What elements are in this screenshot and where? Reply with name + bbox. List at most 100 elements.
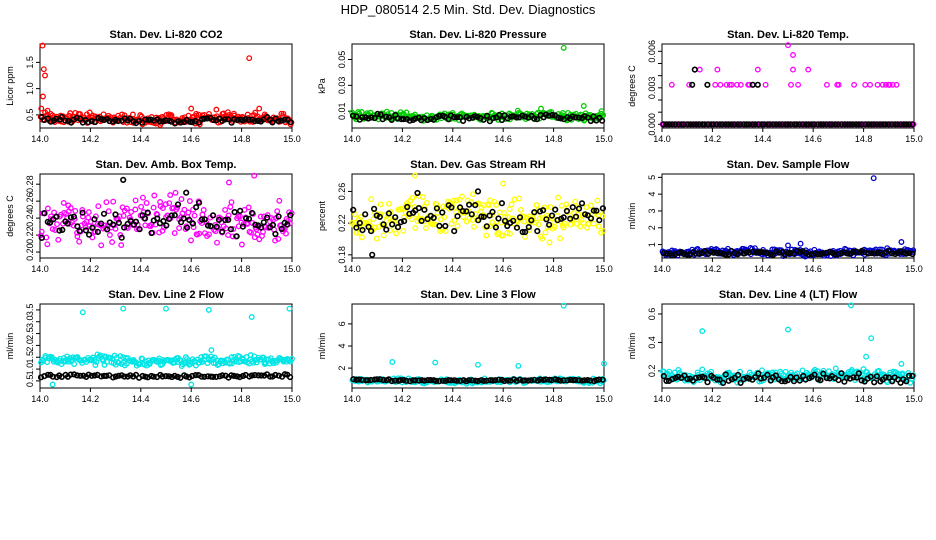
data-point bbox=[903, 121, 910, 128]
data-point bbox=[374, 110, 381, 117]
data-point bbox=[458, 193, 465, 200]
data-point bbox=[97, 115, 105, 123]
outlier-point bbox=[538, 105, 544, 112]
data-point bbox=[882, 121, 889, 128]
data-point bbox=[820, 370, 827, 377]
data-point bbox=[404, 203, 411, 211]
data-point bbox=[867, 373, 874, 380]
data-point bbox=[472, 202, 479, 209]
outlier-point bbox=[44, 107, 51, 114]
data-point bbox=[85, 119, 92, 126]
data-point bbox=[132, 197, 139, 204]
data-point bbox=[254, 117, 262, 124]
data-point bbox=[660, 250, 667, 257]
data-point bbox=[668, 252, 676, 259]
x-tick-label: 14.8 bbox=[233, 394, 251, 404]
data-point bbox=[483, 377, 490, 384]
chart-title: Stan. Dev. Line 4 (LT) Flow bbox=[719, 289, 858, 301]
data-point bbox=[219, 372, 226, 379]
data-point bbox=[439, 209, 446, 216]
data-point bbox=[731, 121, 738, 128]
y-tick-label: 3.0 bbox=[25, 315, 35, 328]
data-point bbox=[227, 360, 233, 367]
data-point bbox=[196, 199, 203, 206]
data-point bbox=[755, 121, 762, 128]
data-point bbox=[128, 209, 135, 215]
data-point bbox=[139, 119, 146, 126]
data-point bbox=[717, 81, 724, 88]
data-point bbox=[93, 358, 100, 365]
data-point bbox=[823, 121, 830, 128]
x-tick-label: 14.2 bbox=[704, 394, 722, 404]
plot-frame bbox=[39, 303, 293, 389]
data-point bbox=[536, 208, 544, 215]
data-point bbox=[160, 218, 167, 225]
data-point bbox=[666, 121, 673, 128]
data-point bbox=[189, 372, 196, 380]
x-tick-label: 14.6 bbox=[182, 134, 200, 144]
data-point bbox=[466, 201, 473, 208]
data-point bbox=[245, 204, 252, 211]
y-axis-label: ml/min bbox=[627, 203, 637, 230]
x-tick-label: 15.0 bbox=[283, 264, 301, 274]
data-point bbox=[258, 224, 265, 231]
data-point bbox=[581, 377, 588, 384]
data-point bbox=[778, 378, 785, 385]
data-point bbox=[470, 191, 476, 198]
data-point bbox=[867, 81, 874, 88]
data-point bbox=[875, 367, 882, 374]
data-point bbox=[139, 372, 146, 380]
data-point bbox=[67, 214, 74, 221]
data-point bbox=[499, 232, 506, 239]
data-point bbox=[209, 373, 217, 381]
data-point bbox=[418, 217, 425, 224]
data-point bbox=[555, 194, 562, 201]
data-point bbox=[219, 228, 226, 235]
data-point bbox=[853, 248, 860, 255]
data-point bbox=[906, 121, 913, 128]
x-tick-label: 14.4 bbox=[132, 264, 150, 274]
data-point bbox=[575, 377, 583, 384]
data-point bbox=[172, 189, 179, 196]
data-point bbox=[814, 251, 821, 258]
x-tick-label: 14.0 bbox=[343, 134, 361, 144]
data-point bbox=[865, 121, 872, 128]
outlier-point bbox=[797, 240, 804, 247]
data-point bbox=[398, 115, 405, 123]
data-point bbox=[460, 117, 467, 124]
x-tick-label: 14.2 bbox=[82, 264, 100, 274]
data-point bbox=[245, 215, 253, 222]
y-tick-label: 4 bbox=[647, 192, 657, 197]
data-point bbox=[245, 116, 252, 123]
y-tick-label: 1.0 bbox=[25, 82, 35, 95]
data-point bbox=[486, 118, 494, 125]
series-instrument bbox=[37, 42, 295, 128]
data-point bbox=[847, 121, 854, 128]
data-point bbox=[248, 372, 255, 379]
outlier-point bbox=[256, 105, 263, 112]
plot-frame bbox=[39, 43, 293, 129]
data-point bbox=[710, 249, 718, 256]
x-tick-label: 14.8 bbox=[545, 394, 563, 404]
data-point bbox=[447, 377, 455, 384]
data-point bbox=[38, 234, 45, 241]
data-point bbox=[230, 372, 238, 380]
data-point bbox=[587, 117, 594, 125]
data-point bbox=[489, 208, 496, 215]
data-point bbox=[542, 376, 549, 383]
data-point bbox=[835, 377, 842, 384]
data-point bbox=[85, 209, 92, 216]
y-tick-label: 0.5 bbox=[25, 375, 35, 388]
data-point bbox=[132, 218, 140, 225]
data-point bbox=[442, 222, 449, 230]
figure-title: HDP_080514 2.5 Min. Std. Dev. Diagnostic… bbox=[341, 2, 596, 17]
data-point bbox=[725, 121, 732, 128]
data-point bbox=[159, 373, 166, 380]
data-point bbox=[167, 192, 174, 199]
data-point bbox=[356, 219, 363, 227]
data-point bbox=[112, 373, 119, 380]
outlier-point bbox=[120, 176, 127, 183]
data-point bbox=[163, 222, 170, 229]
data-point bbox=[745, 375, 753, 382]
data-point bbox=[536, 215, 543, 222]
